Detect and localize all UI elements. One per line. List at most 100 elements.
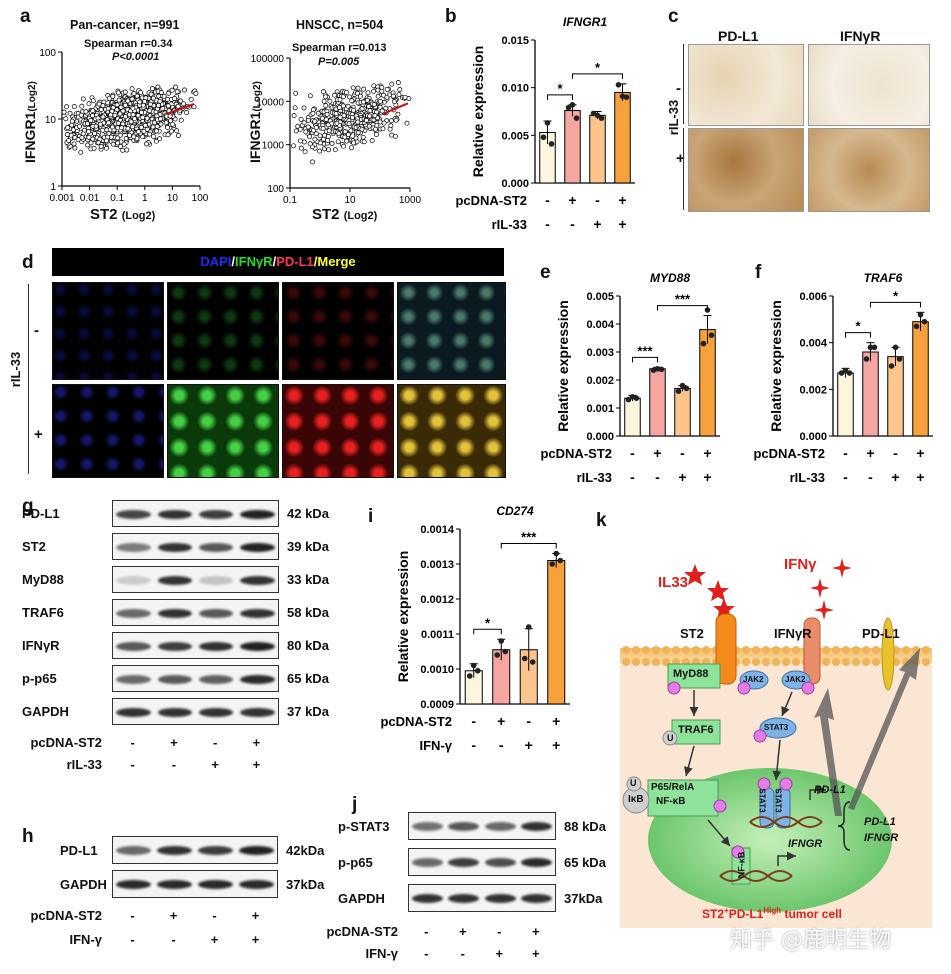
y-tick-label: 0.004 (586, 319, 614, 331)
data-point (679, 382, 686, 389)
blot-condition-sign: + (495, 946, 504, 961)
bar (862, 351, 879, 437)
y-tick-label: 0.000 (586, 431, 614, 443)
data-point (921, 318, 928, 325)
blot-kda-label: 58 kDa (287, 605, 329, 620)
condition-sign: - (868, 469, 873, 485)
significance-bracket (500, 543, 557, 549)
blot-condition-sign: + (252, 735, 261, 750)
condition-sign: + (891, 469, 899, 485)
y-tick-label: 0.005 (586, 291, 614, 303)
significance-label: * (557, 81, 563, 96)
panel-label-j: j (352, 794, 358, 815)
if-header-dapi: DAPI (200, 254, 232, 269)
if-header-merge: /Merge (313, 254, 356, 269)
x-tick-label: 10 (344, 195, 356, 206)
y-tick-label: 10000 (256, 97, 284, 108)
significance-label: *** (521, 530, 537, 545)
blot-condition-sign: + (211, 757, 219, 772)
blot-condition-sign: + (458, 924, 467, 939)
if-image-dapi-minus (52, 282, 164, 380)
blot-protein-label: PD-L1 (60, 842, 98, 858)
label-nfkb: NF-κB (656, 796, 686, 807)
bar (674, 387, 691, 437)
label-gene-pdl1: PD-L1 (814, 784, 846, 796)
scatter1-xlabel: ST2 (Log2) (90, 206, 156, 223)
blot-condition-sign: + (170, 735, 178, 750)
condition-sign: + (703, 445, 711, 461)
if-image-ifngr-minus (167, 282, 279, 380)
if-image-ifngr-plus (167, 384, 279, 478)
blot-band (484, 894, 516, 903)
pathway-diagram (620, 540, 932, 928)
y-tick-label: 0.010 (501, 83, 529, 95)
if-image-merge-minus (397, 282, 506, 380)
y-axis-label: Relative expression (768, 300, 784, 432)
data-point (633, 395, 640, 401)
data-point (700, 340, 707, 347)
if-row-line (28, 284, 29, 474)
blot-band (240, 542, 275, 552)
label-jak2-right: JAK2 (785, 675, 806, 684)
dna-upper (749, 816, 823, 828)
condition-sign: + (525, 737, 533, 753)
blot-condition-sign: - (130, 932, 135, 947)
blot-band (411, 822, 443, 831)
data-point (466, 673, 473, 679)
dna-upper-2 (749, 816, 823, 828)
ihc-row-line-bottom (683, 128, 684, 210)
panel-label-c: c (668, 6, 679, 27)
blot-row: GAPDH 37 kDa (22, 698, 329, 725)
condition-sign: - (843, 469, 848, 485)
blot-condition-row: IFN-γ - - + + (288, 946, 554, 961)
scatter2-title: HNSCC, n=504 (296, 18, 384, 32)
blot-band (448, 822, 480, 831)
blot-band (116, 880, 151, 889)
blot-kda-label: 37 kDa (287, 704, 329, 719)
blot-band (116, 608, 151, 618)
significance-label: * (893, 288, 899, 303)
data-point (846, 370, 853, 376)
y-tick-label: 0.004 (799, 338, 827, 350)
panel-label-g: g (22, 496, 34, 517)
x-tick-label: 0.01 (80, 193, 100, 204)
blot-condition-row: rIL-33 - - + + (20, 757, 277, 772)
blot-band (448, 894, 480, 903)
significance-bracket (870, 301, 921, 308)
blot-condition-sign: + (169, 908, 178, 923)
panel-label-f: f (755, 262, 762, 283)
data-point (521, 655, 528, 662)
blot-band (521, 822, 553, 831)
blot-row: ST2 39 kDa (22, 533, 329, 560)
blot-band (157, 509, 193, 519)
data-point (658, 366, 665, 373)
blot-protein-label: GAPDH (60, 876, 107, 892)
y-tick-label: 0.003 (586, 347, 614, 359)
condition-sign: + (497, 713, 505, 729)
significance-label: * (855, 319, 861, 334)
y-tick-label: 0.001 (586, 403, 614, 415)
data-point (569, 102, 576, 108)
ihc-image-ifngr-minus (808, 44, 930, 126)
blot-condition-sign: - (497, 924, 502, 939)
blot-band (116, 575, 151, 585)
blot-kda-label: 37kDa (286, 876, 325, 892)
data-point (598, 115, 605, 121)
data-point (913, 323, 920, 330)
if-header-pdl1: PD-L1 (276, 254, 314, 269)
blot-condition-row: IFN-γ - - + + (2, 932, 276, 947)
blot-strip (112, 870, 278, 898)
label-u-ikb: U (630, 778, 637, 788)
blot-condition-sign: + (251, 908, 260, 923)
panel-label-d: d (22, 252, 34, 273)
blot-band (240, 608, 275, 618)
blot-condition-sign: - (130, 908, 135, 923)
blot-condition-row: pcDNA-ST2 - + - + (20, 735, 277, 750)
data-point (871, 344, 878, 351)
blot-band (198, 707, 234, 717)
if-header-slash2: / (272, 254, 277, 269)
bar (887, 356, 904, 437)
condition-label: rIL-33 (492, 217, 527, 232)
blot-strip (112, 566, 279, 593)
data-point (625, 396, 632, 403)
